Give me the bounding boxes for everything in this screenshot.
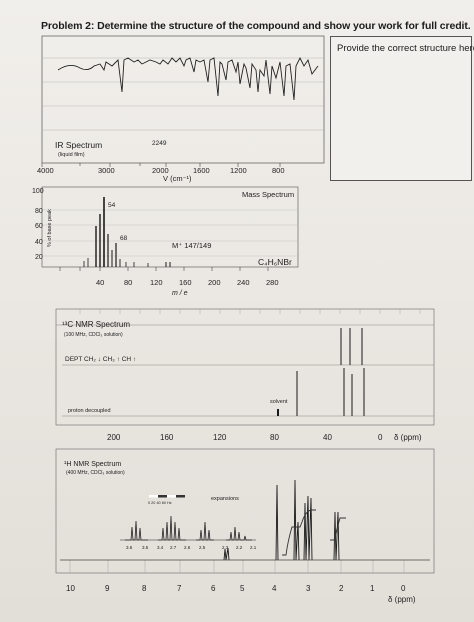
h1-x-tick: 8: [142, 584, 147, 593]
ms-y-tick: 20: [35, 254, 43, 261]
ir-title: IR Spectrum: [55, 140, 102, 150]
ms-x-tick: 160: [179, 278, 192, 287]
ir-spectrum-panel: IR Spectrum (liquid film) 2249 4000 3000…: [37, 35, 325, 183]
h1-expansion-multiplet: [196, 521, 214, 541]
ir-x-tick: 4000: [37, 166, 54, 175]
h1-expansion-tick: 2.3: [222, 545, 229, 550]
ms-x-tick: 240: [237, 278, 250, 287]
h1-unit: δ (ppm): [388, 595, 416, 604]
ms-molecular-ion-label: M⁺ 147/149: [172, 241, 211, 250]
ir-subtitle: (liquid film): [58, 152, 85, 158]
h1-peak: [275, 484, 279, 561]
ms-y-tick: 80: [35, 208, 43, 215]
h1-integral: [330, 517, 346, 541]
answer-box-label: Provide the correct structure here: [337, 43, 474, 54]
h1-x-tick: 9: [105, 584, 110, 593]
ms-x-tick: 120: [150, 278, 163, 287]
c13-x-tick: 40: [323, 433, 332, 442]
answer-box[interactable]: Provide the correct structure here: [330, 36, 474, 181]
ms-x-tick: 200: [208, 278, 221, 287]
h1-title: ¹H NMR Spectrum: [64, 461, 121, 468]
c13-x-tick: 0: [378, 433, 383, 442]
ms-title: Mass Spectrum: [242, 190, 294, 199]
c13-x-tick: 160: [160, 433, 174, 442]
h1-hz-scale: [149, 495, 185, 498]
h1-x-tick: 0: [401, 584, 406, 593]
h1-integral: [282, 509, 316, 556]
h1-subtitle: (400 MHz, CDCl₃ solution): [66, 470, 125, 476]
ms-peak-label: 54: [108, 202, 116, 209]
c13-nmr-panel: ¹³C NMR Spectrum (100 MHz, CDCl₃ solutio…: [55, 308, 435, 442]
ms-x-tick: 80: [124, 278, 132, 287]
ir-x-tick: 2000: [152, 166, 169, 175]
c13-x-tick: 80: [270, 433, 279, 442]
h1-x-tick: 2: [339, 584, 344, 593]
h1-hz-scale-label: 0 20 40 60 Hz: [148, 501, 172, 505]
h1-x-tick: 4: [272, 584, 277, 593]
ms-x-axis-label: m / e: [172, 290, 188, 297]
h1-x-tick: 5: [240, 584, 245, 593]
h1-expansion-tick: 2.6: [184, 545, 191, 550]
h1-expansion-tick: 2.5: [199, 545, 206, 550]
h1-expansion-tick: 3.4: [157, 545, 164, 550]
ms-x-tick: 280: [266, 278, 279, 287]
c13-dept-label: DEPT CH₂ ↓ CH₃ ↑ CH ↑: [65, 356, 136, 363]
h1-expansion-multiplet: [226, 526, 252, 541]
h1-expansion-tick: 2.7: [170, 545, 177, 550]
h1-peak: [303, 495, 313, 561]
ms-y-tick: 60: [35, 223, 43, 230]
h1-expansion-tick: 2.1: [250, 545, 257, 550]
c13-title: ¹³C NMR Spectrum: [62, 320, 130, 329]
ir-x-tick: 1600: [193, 166, 210, 175]
h1-nmr-panel: ¹H NMR Spectrum (400 MHz, CDCl₃ solution…: [55, 448, 435, 604]
h1-x-tick: 3: [306, 584, 311, 593]
h1-peak: [293, 479, 300, 561]
ir-x-tick: 800: [272, 166, 285, 175]
mass-spectrum-panel: 100 80 60 40 20 % of base peak 54 68 M⁺ …: [32, 186, 299, 297]
h1-expansion-tick: 3.6: [126, 545, 133, 550]
ms-y-axis-label: % of base peak: [47, 209, 53, 247]
ir-x-tick: 3000: [98, 166, 115, 175]
h1-expansion-tick: 2.2: [236, 545, 243, 550]
h1-x-tick: 1: [370, 584, 375, 593]
ir-peak-label: 2249: [152, 140, 167, 147]
ms-y-tick: 40: [35, 239, 43, 246]
h1-x-tick: 7: [177, 584, 182, 593]
h1-x-tick: 10: [66, 584, 75, 593]
problem-title: Problem 2: Determine the structure of th…: [41, 20, 471, 32]
c13-solvent-label: solvent: [270, 399, 288, 405]
ms-formula: C₄H₆NBr: [258, 257, 292, 267]
ms-y-tick: 100: [32, 188, 44, 195]
c13-decoupled-label: proton decoupled: [68, 408, 111, 414]
h1-expansion-tick: 3.5: [142, 545, 149, 550]
c13-unit: δ (ppm): [394, 433, 422, 442]
ir-x-axis-label: V (cm⁻¹): [163, 174, 192, 183]
h1-expansions-label: expansions: [211, 496, 239, 502]
c13-x-tick: 200: [107, 433, 121, 442]
ir-x-tick: 1200: [230, 166, 247, 175]
ir-trace: [57, 56, 319, 101]
ms-x-tick: 40: [96, 278, 104, 287]
c13-x-tick: 120: [213, 433, 227, 442]
ms-peak-label: 68: [120, 235, 128, 242]
c13-subtitle: (100 MHz, CDCl₃ solution): [64, 332, 123, 338]
h1-expansion-multiplet: [158, 515, 186, 541]
h1-expansion-multiplet: [125, 520, 148, 541]
h1-x-tick: 6: [211, 584, 216, 593]
